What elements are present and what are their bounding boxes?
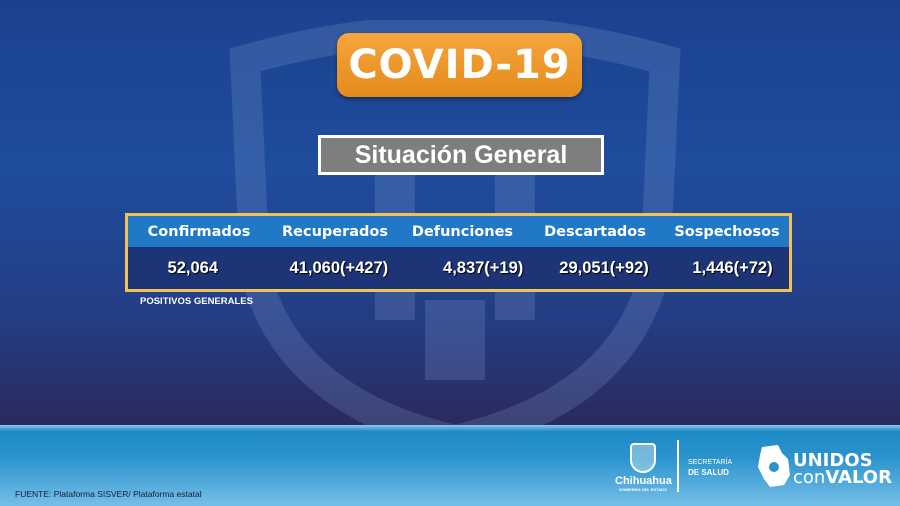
value-recuperados: 41,060(+427) — [289, 258, 389, 277]
situacion-general-heading: Situación General — [318, 135, 604, 175]
campaign-con: con — [793, 467, 826, 488]
secretaria-salud-logo: SECRETARÍA DE SALUD — [688, 458, 732, 479]
header-defunciones: Defunciones — [411, 223, 514, 240]
table-header-row: Confirmados Recuperados Defunciones Desc… — [128, 216, 789, 247]
chihuahua-logo-sub: GOBIERNO DEL ESTADO — [618, 487, 668, 492]
campaign-line1: UNIDOS — [793, 450, 873, 471]
secretaria-line2: DE SALUD — [688, 468, 729, 477]
shield-icon — [630, 443, 656, 473]
table-row: 52,064 41,060(+427) 4,837(+19) 29,051(+9… — [128, 247, 789, 289]
state-map-icon — [758, 445, 790, 487]
value-confirmados: 52,064 — [167, 258, 218, 277]
chihuahua-logo-name: Chihuahua — [615, 475, 672, 487]
slide-main: COVID-19 Situación General Confirmados R… — [0, 0, 900, 425]
covid-title-badge: COVID-19 — [337, 33, 582, 97]
stats-table: Confirmados Recuperados Defunciones Desc… — [125, 213, 792, 292]
header-confirmados: Confirmados — [147, 223, 251, 240]
positivos-generales-note: POSITIVOS GENERALES — [140, 296, 253, 307]
secretaria-line1: SECRETARÍA — [688, 459, 733, 466]
source-text: FUENTE: Plataforma SISVER/ Plataforma es… — [15, 489, 202, 499]
footer-band: FUENTE: Plataforma SISVER/ Plataforma es… — [0, 425, 900, 506]
campaign-valor: VALOR — [825, 467, 892, 488]
divider — [677, 440, 679, 492]
header-descartados: Descartados — [544, 223, 646, 240]
header-sospechosos: Sospechosos — [674, 223, 780, 240]
value-defunciones: 4,837(+19) — [443, 258, 524, 277]
header-recuperados: Recuperados — [281, 223, 389, 240]
value-sospechosos: 1,446(+72) — [692, 258, 773, 277]
unidos-con-valor-logo: UNIDOS conVALOR — [793, 450, 892, 488]
value-descartados: 29,051(+92) — [559, 258, 649, 277]
chihuahua-logo: Chihuahua GOBIERNO DEL ESTADO — [615, 443, 672, 492]
